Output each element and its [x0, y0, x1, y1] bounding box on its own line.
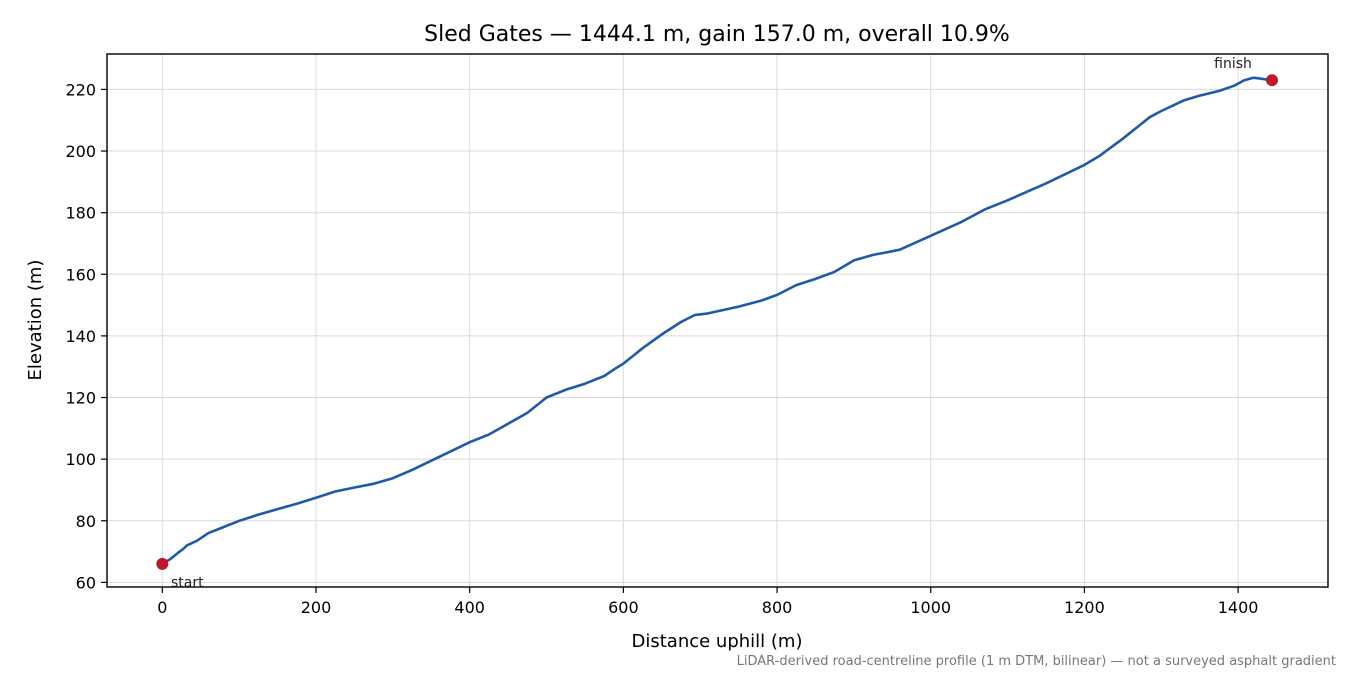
finish-marker — [1265, 74, 1278, 87]
x-tick-label: 200 — [301, 598, 332, 617]
y-tick-label: 80 — [76, 512, 96, 531]
x-axis-label: Distance uphill (m) — [632, 631, 803, 652]
x-tick-label: 800 — [762, 598, 793, 617]
y-axis-label: Elevation (m) — [25, 260, 46, 381]
finish-annotation: finish — [1214, 56, 1252, 72]
y-tick-label: 100 — [65, 450, 96, 469]
y-tick-label: 120 — [65, 389, 96, 408]
series-layer — [156, 74, 1278, 570]
chart-title: Sled Gates — 1444.1 m, gain 157.0 m, ove… — [424, 22, 1010, 47]
y-tick-label: 180 — [65, 204, 96, 223]
y-tick-label: 160 — [65, 265, 96, 284]
elevation-line — [161, 76, 1274, 566]
y-tick-label: 140 — [65, 327, 96, 346]
start-annotation: start — [171, 575, 204, 591]
x-tick-label: 400 — [454, 598, 485, 617]
x-tick-label: 1200 — [1064, 598, 1105, 617]
x-tick-label: 1000 — [910, 598, 951, 617]
y-tick-label: 200 — [65, 142, 96, 161]
x-tick-label: 0 — [157, 598, 167, 617]
x-tick-label: 600 — [608, 598, 639, 617]
grid — [107, 54, 1328, 587]
start-marker — [156, 557, 169, 570]
axis-ticks: 0 200 400 600 800 1000 1200 1400 60 80 100 120 140 16… — [65, 80, 1258, 617]
x-tick-label: 1400 — [1218, 598, 1259, 617]
y-tick-label: 220 — [65, 80, 96, 99]
plot-frame — [106, 53, 1329, 588]
footnote: LiDAR-derived road-centreline profile (1… — [737, 654, 1336, 669]
y-tick-label: 60 — [76, 573, 96, 592]
